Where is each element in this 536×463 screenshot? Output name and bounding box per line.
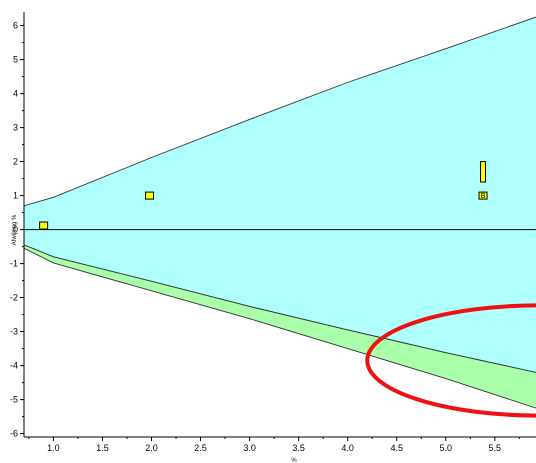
range-bar-0 <box>480 161 487 183</box>
y-tick-label-8: -2 <box>10 293 18 303</box>
y-tick-label-6: 0 <box>13 225 18 235</box>
band-0-upper-line <box>24 16 536 207</box>
x-tick-label-1: 1.5 <box>96 443 109 453</box>
highlight-ellipse <box>365 303 536 418</box>
axes-layer: 6 5 4 3 2 1 0 -1 -2 -3 -4 -5 -6 1.0 1.5 2.0 2.5 3.0 3.5 4.0… <box>10 12 536 453</box>
data-point-2 <box>478 191 488 200</box>
y-tick-label-2: 4 <box>13 89 18 99</box>
y-tick-label-0: 6 <box>13 21 18 31</box>
band-1-lower-line <box>24 247 536 409</box>
band-0 <box>24 17 536 373</box>
y-tick-label-9: -3 <box>10 327 18 337</box>
x-tick-label-7: 4.5 <box>390 443 403 453</box>
x-tick-label-3: 2.5 <box>194 443 207 453</box>
y-tick-label-3: 3 <box>13 123 18 133</box>
x-axis-title: % <box>291 458 297 463</box>
y-tick-label-7: -1 <box>10 259 18 269</box>
y-tick-label-5: 1 <box>13 191 18 201</box>
x-tick-label-4: 3.0 <box>243 443 256 453</box>
band-1-upper-line <box>24 244 536 373</box>
y-tick-label-1: 5 <box>13 55 18 65</box>
marks-layer: B <box>39 161 488 230</box>
x-tick-label-9: 5.5 <box>489 443 502 453</box>
y-tick-label-4: 2 <box>13 157 18 167</box>
y-axis-title: Afwijking % <box>12 214 18 245</box>
x-tick-label-2: 2.0 <box>145 443 158 453</box>
data-point-1 <box>145 191 155 200</box>
annotation-layer <box>365 303 536 418</box>
band-1 <box>24 244 536 409</box>
x-tick-label-6: 4.0 <box>341 443 354 453</box>
data-point-0 <box>39 221 49 230</box>
x-tick-label-0: 1.0 <box>47 443 60 453</box>
y-tick-label-11: -5 <box>10 395 18 405</box>
bands-layer <box>24 16 536 409</box>
data-point-2-label: B <box>481 193 486 200</box>
x-tick-label-8: 5.0 <box>440 443 453 453</box>
y-tick-label-12: -6 <box>10 429 18 439</box>
x-tick-label-5: 3.5 <box>292 443 305 453</box>
y-tick-label-10: -4 <box>10 361 18 371</box>
